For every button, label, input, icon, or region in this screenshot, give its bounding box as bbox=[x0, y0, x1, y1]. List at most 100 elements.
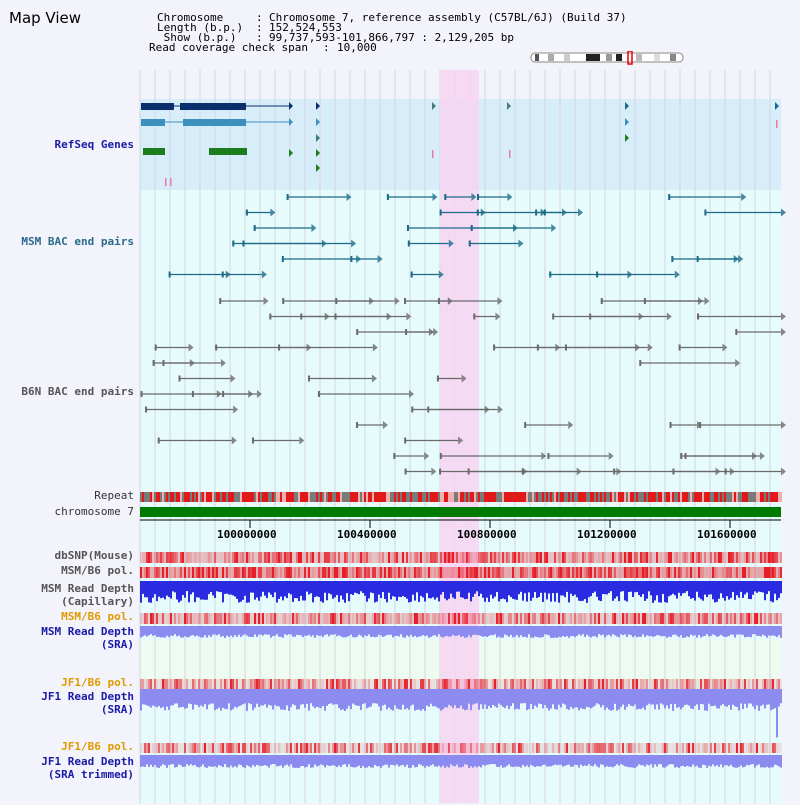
msm-sra-depth-bar bbox=[402, 626, 404, 638]
jf1-pol1-heat-cell bbox=[760, 679, 762, 689]
msm-pol2-heat-cell bbox=[748, 613, 750, 624]
msm-pol-heat-cell bbox=[732, 567, 734, 578]
track-label-msm-pol-1[interactable]: MSM/B6 pol. bbox=[61, 564, 134, 577]
msm-sra-depth-bar bbox=[540, 626, 542, 638]
msm-pol2-heat-cell bbox=[338, 613, 340, 624]
jf1-pol1-heat-cell bbox=[534, 679, 536, 689]
jf1-sra-depth-bar bbox=[708, 689, 710, 704]
dbsnp-heat-cell bbox=[172, 552, 174, 563]
dbsnp-heat-cell bbox=[706, 552, 708, 563]
msm-pol2-heat-cell bbox=[314, 613, 316, 624]
jf1-sra-depth-bar bbox=[146, 689, 148, 706]
jf1-pol1-heat-cell bbox=[160, 679, 162, 689]
msm-sra-depth-bar bbox=[574, 626, 576, 638]
msm-sra-depth-bar bbox=[140, 626, 142, 638]
msm-pol2-heat-cell bbox=[714, 613, 716, 624]
track-label-msm-pol-2[interactable]: MSM/B6 pol. bbox=[61, 610, 134, 623]
track-label-chromosome[interactable]: chromosome 7 bbox=[54, 505, 134, 518]
msm-capillary-depth-bar bbox=[204, 581, 206, 600]
track-label-msm-sra-1[interactable]: MSM Read Depth bbox=[41, 625, 134, 638]
chromosome-ideogram[interactable] bbox=[530, 51, 685, 65]
msm-sra-depth-bar bbox=[534, 626, 536, 637]
msm-sra-depth-bar bbox=[410, 626, 412, 635]
jf1-pol2-heat-cell bbox=[634, 743, 636, 753]
jf1-pol1-heat-cell bbox=[682, 679, 684, 689]
track-label-dbsnp[interactable]: dbSNP(Mouse) bbox=[54, 549, 134, 562]
repeat-segment bbox=[484, 492, 486, 502]
msm-sra-depth-bar bbox=[322, 626, 324, 638]
jf1-sra-depth-bar bbox=[168, 689, 170, 710]
track-label-repeat[interactable]: Repeat bbox=[94, 489, 134, 502]
jf1-sra-depth-bar bbox=[778, 689, 780, 707]
jf1-pol2-heat-cell bbox=[766, 743, 768, 753]
msm-pol-heat-cell bbox=[398, 567, 400, 578]
jf1-sra-depth-bar bbox=[508, 689, 510, 710]
msm-pol-heat-cell bbox=[724, 567, 726, 578]
msm-pol-heat-cell bbox=[284, 567, 286, 578]
jf1-trim-depth-bar bbox=[172, 755, 174, 765]
msm-pol2-heat-cell bbox=[416, 613, 418, 624]
msm-pol-heat-cell bbox=[314, 567, 316, 578]
track-label-b6n-bac[interactable]: B6N BAC end pairs bbox=[21, 385, 134, 398]
jf1-sra-depth-bar bbox=[356, 689, 358, 706]
msm-pol2-heat-cell bbox=[140, 613, 142, 624]
jf1-pol1-heat-cell bbox=[226, 679, 228, 689]
msm-pol-heat-cell bbox=[616, 567, 618, 578]
jf1-pol2-heat-cell bbox=[582, 743, 584, 753]
jf1-sra-depth-bar bbox=[268, 689, 270, 705]
msm-sra-depth-bar bbox=[558, 626, 560, 637]
track-label-jf1-sra-1[interactable]: JF1 Read Depth bbox=[41, 690, 134, 703]
msm-capillary-depth-bar bbox=[164, 581, 166, 600]
msm-pol-heat-cell bbox=[434, 567, 436, 578]
msm-pol-heat-cell bbox=[778, 567, 780, 578]
msm-pol2-heat-cell bbox=[628, 613, 630, 624]
jf1-pol2-heat-cell bbox=[614, 743, 616, 753]
repeat-segment bbox=[184, 492, 186, 502]
jf1-trim-depth-bar bbox=[608, 755, 610, 767]
dbsnp-heat-cell bbox=[644, 552, 646, 563]
msm-pol2-heat-cell bbox=[662, 613, 664, 624]
msm-pol-heat-cell bbox=[306, 567, 308, 578]
refseq-pink-tick bbox=[432, 150, 434, 158]
jf1-sra-depth-bar bbox=[576, 689, 578, 708]
jf1-pol1-heat-cell bbox=[368, 679, 370, 689]
msm-pol-heat-cell bbox=[588, 567, 590, 578]
track-label-jf1-trim-1[interactable]: JF1 Read Depth bbox=[41, 755, 134, 768]
track-label-jf1-pol-2[interactable]: JF1/B6 pol. bbox=[61, 740, 134, 753]
msm-pol2-heat-cell bbox=[296, 613, 298, 624]
track-label-jf1-pol-1[interactable]: JF1/B6 pol. bbox=[61, 676, 134, 689]
dbsnp-heat-cell bbox=[322, 552, 324, 563]
msm-pol2-heat-cell bbox=[166, 613, 168, 624]
jf1-sra-depth-bar bbox=[322, 689, 324, 706]
repeat-segment bbox=[428, 492, 430, 502]
jf1-trim-depth-bar bbox=[414, 755, 416, 768]
msm-capillary-depth-bar bbox=[580, 581, 582, 602]
msm-sra-depth-bar bbox=[700, 626, 702, 638]
jf1-trim-depth-bar bbox=[718, 755, 720, 767]
dbsnp-heat-cell bbox=[396, 552, 398, 563]
jf1-trim-depth-bar bbox=[756, 755, 758, 766]
msm-pol2-heat-cell bbox=[382, 613, 384, 624]
jf1-pol2-heat-cell bbox=[630, 743, 632, 753]
track-label-msm-capillary-1[interactable]: MSM Read Depth bbox=[41, 582, 134, 595]
msm-pol2-heat-cell bbox=[762, 613, 764, 624]
jf1-trim-depth-bar bbox=[192, 755, 194, 766]
track-label-msm-bac[interactable]: MSM BAC end pairs bbox=[21, 235, 134, 248]
msm-pol2-heat-cell bbox=[378, 613, 380, 624]
msm-sra-depth-bar bbox=[582, 626, 584, 635]
track-label-refseq[interactable]: RefSeq Genes bbox=[54, 138, 134, 151]
ideogram-band bbox=[636, 54, 642, 61]
jf1-pol2-heat-cell bbox=[742, 743, 744, 753]
repeat-segment bbox=[598, 492, 600, 502]
jf1-trim-depth-bar bbox=[244, 755, 246, 768]
repeat-segment bbox=[608, 492, 610, 502]
msm-pol-heat-cell bbox=[234, 567, 236, 578]
jf1-trim-depth-bar bbox=[698, 755, 700, 768]
jf1-pol1-heat-cell bbox=[386, 679, 388, 689]
dbsnp-heat-cell bbox=[518, 552, 520, 563]
msm-pol-heat-cell bbox=[156, 567, 158, 578]
msm-sra-depth-bar bbox=[748, 626, 750, 637]
dbsnp-heat-cell bbox=[292, 552, 294, 563]
msm-sra-depth-bar bbox=[372, 626, 374, 637]
